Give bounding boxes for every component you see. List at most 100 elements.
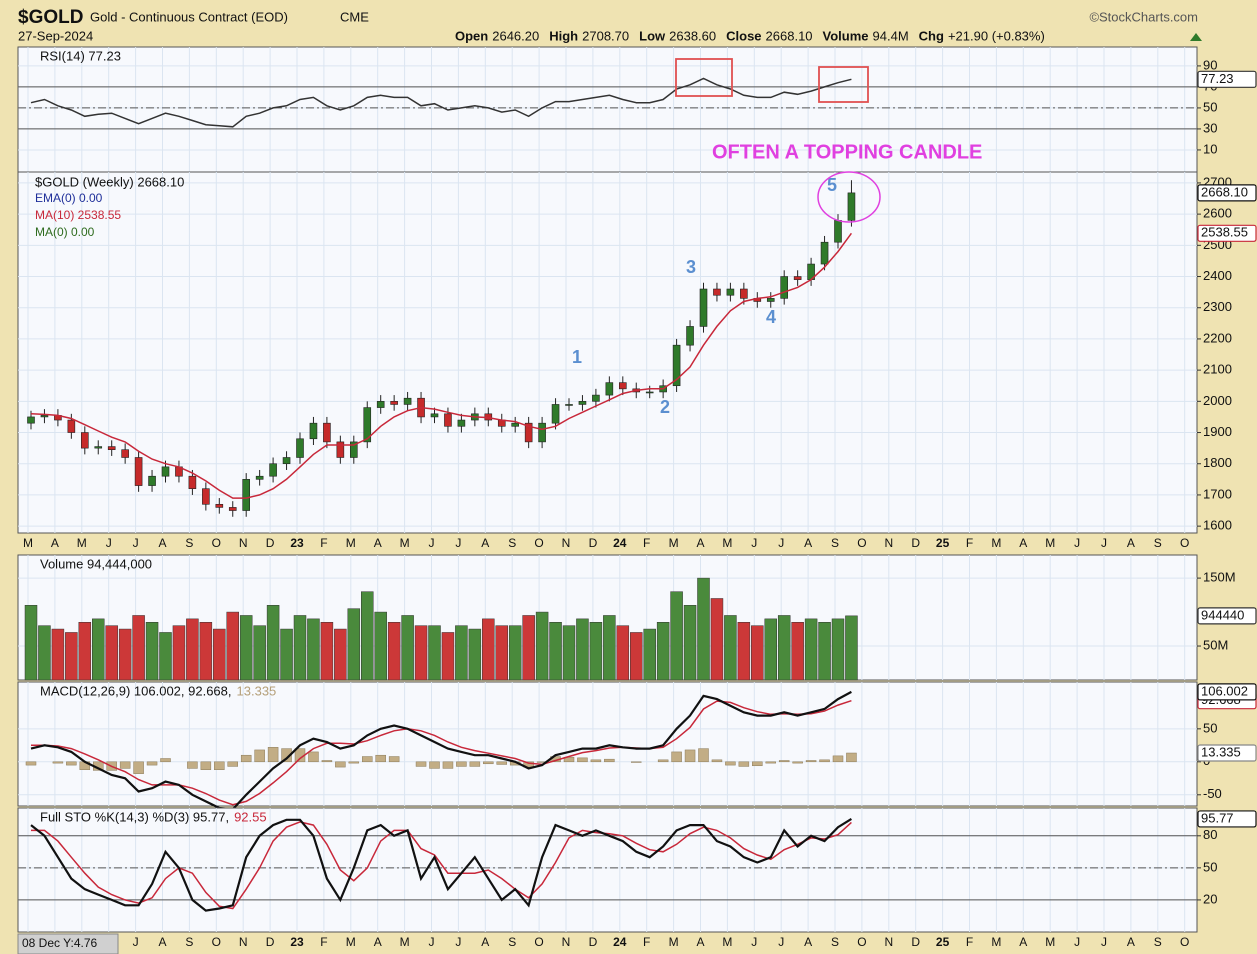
x-tick-label: M — [1045, 536, 1055, 550]
y-tick-label: 2100 — [1203, 362, 1232, 377]
panel-title: $GOLD (Weekly) 2668.10 — [35, 174, 184, 189]
volume-bar — [428, 625, 441, 681]
series-line — [30, 77, 852, 128]
x-tick-label: O — [857, 935, 866, 949]
x-tick-label: A — [1127, 935, 1135, 949]
x-tick-label: N — [239, 935, 248, 949]
candle-body — [511, 422, 520, 427]
y-tick-label: 1800 — [1203, 455, 1232, 470]
x-tick-label: A — [51, 536, 59, 550]
histogram-bar — [375, 754, 386, 763]
quote-value: 2646.20 — [492, 28, 539, 43]
wave-label: 2 — [660, 397, 670, 417]
volume-bar — [831, 618, 845, 681]
histogram-bar — [604, 758, 615, 763]
volume-bar — [172, 625, 186, 681]
x-tick-label: J — [133, 935, 139, 949]
histogram-bar — [590, 759, 602, 763]
x-tick-label: S — [185, 536, 193, 550]
x-tick-label: M — [669, 935, 679, 949]
volume-bar — [38, 625, 51, 681]
x-tick-label: S — [1154, 935, 1162, 949]
candle-body — [740, 288, 748, 299]
histogram-bar — [846, 752, 857, 763]
volume-bar — [535, 611, 549, 681]
volume-bar — [751, 625, 764, 681]
candle-body — [834, 220, 842, 243]
value-tag-label: 2668.10 — [1201, 184, 1248, 199]
x-tick-label: O — [1180, 536, 1189, 550]
candle-body — [793, 276, 802, 280]
highlight-circle — [817, 171, 881, 223]
x-tick-label: D — [589, 935, 598, 949]
candle-body — [699, 288, 708, 327]
x-tick-label: O — [212, 536, 221, 550]
volume-bar — [145, 622, 159, 681]
legend-entry: EMA(0) 0.00 — [35, 191, 103, 205]
volume-bar — [576, 618, 589, 681]
panel-title: 92.55 — [234, 809, 267, 824]
x-tick-label: A — [374, 536, 382, 550]
volume-bar — [441, 632, 455, 681]
x-tick-label: A — [1127, 536, 1135, 550]
x-tick-label: 25 — [936, 935, 950, 949]
candle-body — [121, 449, 129, 458]
y-tick-label: 80 — [1203, 827, 1217, 842]
wave-label: 4 — [766, 307, 776, 327]
y-tick-label: 2200 — [1203, 330, 1232, 345]
x-tick-label: M — [346, 935, 356, 949]
value-tag-label: 13.335 — [1201, 744, 1241, 759]
value-tag — [1197, 683, 1257, 701]
instrument-name: Gold - Continuous Contract (EOD) — [90, 9, 288, 24]
volume-bar — [213, 628, 226, 681]
volume-bar — [791, 622, 804, 681]
candle-body — [605, 382, 614, 396]
histogram-bar — [819, 759, 830, 763]
histogram-bar — [496, 761, 507, 765]
x-tick-label: D — [911, 935, 920, 949]
volume-bar — [764, 618, 777, 681]
x-tick-label: O — [534, 935, 543, 949]
quote-value: +21.90 (+0.83%) — [948, 28, 1045, 43]
histogram-bar — [483, 761, 494, 765]
x-tick-label: A — [374, 935, 382, 949]
volume-bar — [253, 625, 266, 681]
candle-body — [269, 463, 277, 477]
volume-bar — [845, 615, 858, 681]
candle-body — [202, 488, 210, 505]
symbol: $GOLD — [18, 7, 83, 28]
volume-bar — [589, 622, 603, 681]
candle-body — [188, 475, 197, 489]
value-tag — [1197, 744, 1257, 762]
candle-body — [766, 298, 775, 302]
volume-bar — [737, 622, 751, 681]
volume-bar — [508, 625, 522, 681]
quote-label: Volume — [823, 28, 869, 43]
x-tick-label: M — [669, 536, 679, 550]
histogram-bar — [752, 761, 763, 767]
x-tick-label: S — [1154, 536, 1162, 550]
source: ©StockCharts.com — [1089, 9, 1198, 24]
x-tick-label: M — [23, 536, 33, 550]
candle-body — [457, 419, 466, 427]
x-tick-label: J — [751, 935, 757, 949]
volume-bar — [266, 605, 280, 681]
quote-line: Open 2646.20 High 2708.70 Low 2638.60 Close 266… — [455, 28, 1045, 43]
histogram-bar — [25, 761, 37, 766]
candle-body — [67, 419, 76, 433]
volume-bar — [495, 625, 508, 681]
histogram-bar — [388, 756, 400, 763]
volume-bar — [293, 615, 307, 681]
volume-bar — [656, 622, 670, 681]
volume-bar — [239, 615, 253, 681]
volume-bar — [804, 618, 818, 681]
value-tag-label: 2538.55 — [1201, 225, 1248, 240]
volume-bar — [320, 622, 334, 681]
candle-body — [672, 344, 681, 387]
x-tick-label: J — [429, 935, 435, 949]
histogram-bar — [66, 761, 77, 766]
x-tick-label: J — [429, 536, 435, 550]
volume-bar — [92, 618, 105, 681]
x-tick-label: J — [1101, 536, 1107, 550]
cursor-readout: 08 Dec Y:4.76 — [22, 936, 97, 950]
